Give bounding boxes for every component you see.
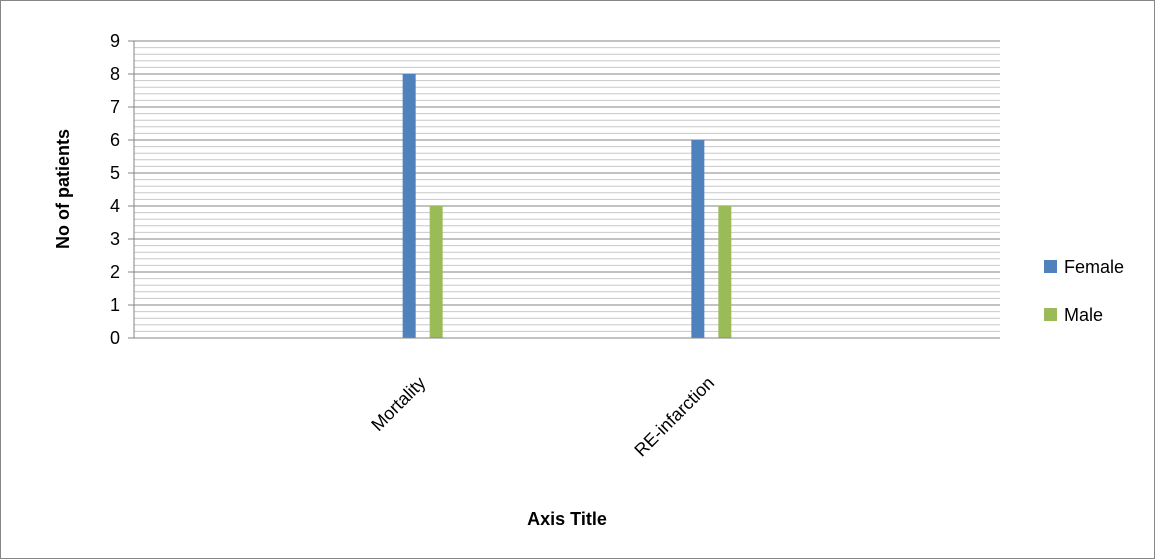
y-tick-label: 0 [110, 328, 120, 348]
bar-female-mortality [402, 74, 416, 338]
y-tick-label: 1 [110, 295, 120, 315]
legend-label-male: Male [1064, 305, 1103, 325]
axes [133, 41, 1000, 339]
y-axis-title: No of patients [53, 129, 73, 249]
bar-female-re-infarction [691, 140, 705, 338]
x-category-labels: Mortality RE-infarction [367, 373, 718, 461]
y-tick-label: 3 [110, 229, 120, 249]
y-tick-label: 7 [110, 97, 120, 117]
legend-label-female: Female [1064, 257, 1124, 277]
y-tick-label: 9 [110, 31, 120, 51]
y-tick-label: 4 [110, 196, 120, 216]
y-tick-label: 6 [110, 130, 120, 150]
y-tick-labels: 0 1 2 3 4 5 6 7 8 9 [110, 31, 134, 348]
legend-swatch-male [1044, 308, 1057, 321]
x-axis-title: Axis Title [527, 509, 607, 529]
x-category-label: Mortality [367, 373, 429, 435]
bar-male-re-infarction [718, 206, 732, 338]
gridlines [134, 40, 1000, 332]
bar-male-mortality [429, 206, 443, 338]
legend-swatch-female [1044, 260, 1057, 273]
legend: Female Male [1044, 257, 1124, 325]
y-tick-label: 2 [110, 262, 120, 282]
x-category-label: RE-infarction [630, 373, 718, 461]
y-tick-label: 8 [110, 64, 120, 84]
bars [402, 74, 732, 338]
y-tick-label: 5 [110, 163, 120, 183]
